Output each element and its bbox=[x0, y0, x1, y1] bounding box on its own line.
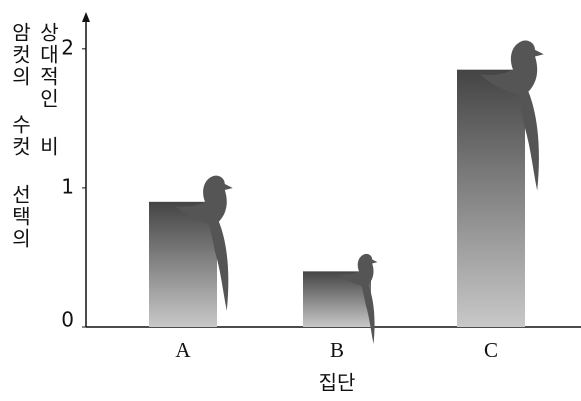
y-tick-label: 0 bbox=[61, 308, 74, 332]
axis-arrow bbox=[82, 12, 90, 22]
y-tick-label: 1 bbox=[61, 174, 74, 198]
x-tick-label: A bbox=[175, 338, 191, 362]
x-tick-label: B bbox=[330, 338, 344, 362]
x-tick-label: C bbox=[484, 338, 498, 362]
y-axis-label: 암컷의 수컷 선택의 bbox=[8, 22, 32, 250]
y-tick-label: 2 bbox=[61, 35, 74, 59]
bar bbox=[457, 69, 525, 327]
y-axis-label: 상대적인 비 bbox=[36, 22, 60, 158]
x-axis-label: 집단 bbox=[319, 371, 356, 395]
